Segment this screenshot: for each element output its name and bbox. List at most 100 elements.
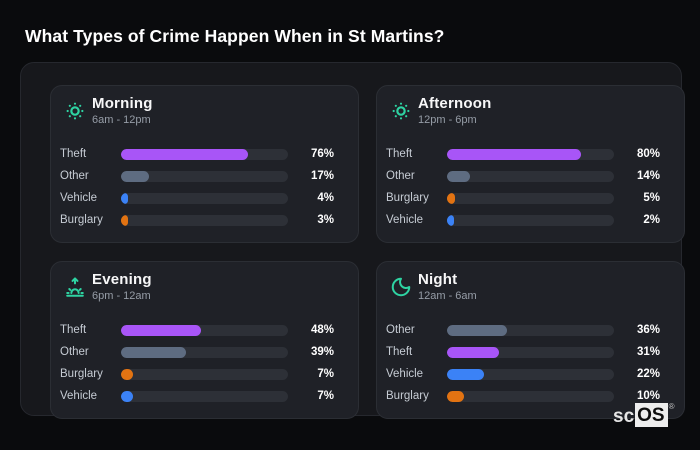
bar <box>447 192 456 204</box>
bar-track <box>447 390 614 402</box>
bar-track <box>447 192 614 204</box>
value-label: 5% <box>643 192 660 204</box>
category-label: Other <box>60 170 89 182</box>
bar <box>121 368 133 380</box>
bar-track <box>121 148 288 160</box>
bar-track <box>447 368 614 380</box>
panel-header: Night 12am - 6am <box>389 271 477 302</box>
value-label: 22% <box>636 368 660 380</box>
bar-row: Vehicle 2% <box>377 209 684 231</box>
category-label: Vehicle <box>386 214 424 226</box>
value-label: 7% <box>317 368 334 380</box>
bar-track <box>121 214 288 226</box>
category-label: Burglary <box>60 214 103 226</box>
bar-chart: Theft 48% Other 39% Burglary 7% Vehicle … <box>51 319 358 407</box>
category-label: Theft <box>60 148 87 160</box>
bar-track <box>121 192 288 204</box>
bar-row: Theft 76% <box>51 143 358 165</box>
bar-chart: Other 36% Theft 31% Vehicle 22% Burglary… <box>377 319 684 407</box>
bar-track <box>121 346 288 358</box>
value-label: 10% <box>636 390 660 402</box>
bar-track <box>447 346 614 358</box>
bar-row: Burglary 10% <box>377 385 684 407</box>
value-label: 3% <box>317 214 334 226</box>
panel-title: Evening <box>92 271 152 288</box>
bar <box>447 148 581 160</box>
panel-header: Morning 6am - 12pm <box>63 95 153 126</box>
panel-night: Night 12am - 6am Other 36% Theft 31% Veh… <box>376 261 685 419</box>
panel-header: Evening 6pm - 12am <box>63 271 152 302</box>
value-label: 39% <box>310 346 334 358</box>
bar <box>447 324 508 336</box>
panel-morning: Morning 6am - 12pm Theft 76% Other 17% V… <box>50 85 359 243</box>
bar-row: Vehicle 4% <box>51 187 358 209</box>
bar-row: Theft 31% <box>377 341 684 363</box>
panel-subtitle: 6pm - 12am <box>92 290 151 302</box>
value-label: 31% <box>636 346 660 358</box>
category-label: Theft <box>386 346 413 358</box>
bar <box>121 170 150 182</box>
category-label: Vehicle <box>386 368 424 380</box>
bar-row: Other 14% <box>377 165 684 187</box>
bar <box>447 170 471 182</box>
bar-chart: Theft 80% Other 14% Burglary 5% Vehicle … <box>377 143 684 231</box>
value-label: 2% <box>643 214 660 226</box>
bar-row: Burglary 3% <box>51 209 358 231</box>
bar <box>447 368 484 380</box>
moon-icon <box>389 275 413 299</box>
bar <box>121 346 187 358</box>
panel-subtitle: 12pm - 6pm <box>418 114 477 126</box>
panel-evening: Evening 6pm - 12am Theft 48% Other 39% B… <box>50 261 359 419</box>
sunrise-icon <box>63 275 87 299</box>
bar-track <box>447 214 614 226</box>
category-label: Vehicle <box>60 192 98 204</box>
bar-track <box>121 390 288 402</box>
panel-title: Morning <box>92 95 153 112</box>
category-label: Theft <box>60 324 87 336</box>
value-label: 4% <box>317 192 334 204</box>
value-label: 14% <box>636 170 660 182</box>
bar <box>121 214 128 226</box>
bar-track <box>447 148 614 160</box>
category-label: Theft <box>386 148 413 160</box>
panel-subtitle: 12am - 6am <box>418 290 477 302</box>
bar-track <box>447 170 614 182</box>
bar <box>121 324 202 336</box>
category-label: Burglary <box>60 368 103 380</box>
bar-row: Other 39% <box>51 341 358 363</box>
bar-row: Theft 80% <box>377 143 684 165</box>
bar-track <box>121 368 288 380</box>
bar-track <box>121 170 288 182</box>
bar-row: Burglary 7% <box>51 363 358 385</box>
sun-dim-icon <box>63 99 87 123</box>
sun-dim-icon <box>389 99 413 123</box>
category-label: Burglary <box>386 192 429 204</box>
scos-logo-prefix: sc <box>613 406 635 427</box>
category-label: Other <box>386 170 415 182</box>
value-label: 48% <box>310 324 334 336</box>
page-title: What Types of Crime Happen When in St Ma… <box>25 26 445 46</box>
category-label: Burglary <box>386 390 429 402</box>
bar-row: Other 36% <box>377 319 684 341</box>
panel-header: Afternoon 12pm - 6pm <box>389 95 491 126</box>
bar <box>121 192 128 204</box>
value-label: 7% <box>317 390 334 402</box>
bar-chart: Theft 76% Other 17% Vehicle 4% Burglary … <box>51 143 358 231</box>
bar <box>447 346 499 358</box>
bar <box>447 214 454 226</box>
bar-row: Vehicle 7% <box>51 385 358 407</box>
bar-track <box>447 324 614 336</box>
bar <box>121 390 133 402</box>
bar-row: Theft 48% <box>51 319 358 341</box>
scos-logo: sc OS ® <box>613 403 675 427</box>
category-label: Other <box>60 346 89 358</box>
bar <box>447 390 464 402</box>
category-label: Vehicle <box>60 390 98 402</box>
bar <box>121 148 248 160</box>
value-label: 76% <box>310 148 334 160</box>
panel-title: Afternoon <box>418 95 492 112</box>
category-label: Other <box>386 324 415 336</box>
bar-track <box>121 324 288 336</box>
registered-mark: ® <box>668 402 675 411</box>
bar-row: Other 17% <box>51 165 358 187</box>
